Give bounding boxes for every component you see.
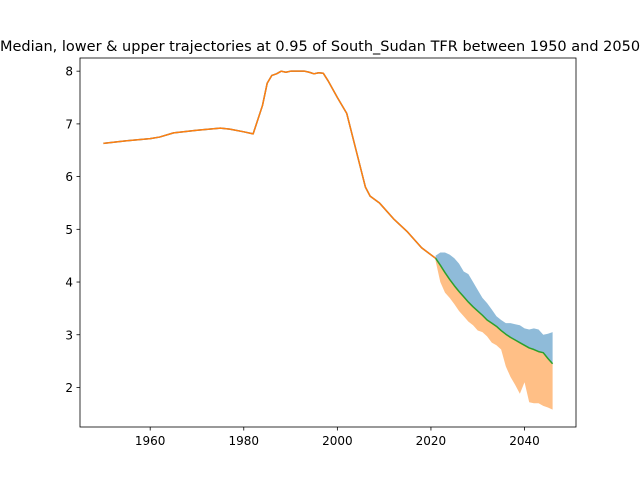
lower-trajectory-band — [435, 258, 553, 410]
x-tick-label: 1960 — [135, 434, 166, 448]
y-tick-label: 3 — [65, 328, 73, 342]
upper-trajectory-band — [435, 252, 553, 364]
median-projection-line — [435, 257, 554, 365]
y-tick-label: 8 — [65, 65, 73, 79]
x-tick-label: 2040 — [509, 434, 540, 448]
axes: 1960 1980 2000 2020 2040 2 3 4 5 6 7 8 — [65, 57, 577, 448]
y-tick-label: 6 — [65, 170, 73, 184]
x-tick-label: 1980 — [229, 434, 260, 448]
y-tick-label: 4 — [65, 276, 73, 290]
chart-title: Median, lower & upper trajectories at 0.… — [0, 39, 640, 55]
plot-area — [103, 70, 554, 410]
y-tick-label: 2 — [65, 381, 73, 395]
historical-series-orange — [103, 70, 437, 259]
x-tick-label: 2000 — [322, 434, 353, 448]
axes-frame — [79, 57, 577, 428]
y-tick-label: 7 — [65, 117, 73, 131]
y-tick-label: 5 — [65, 223, 73, 237]
x-tick-label: 2020 — [416, 434, 447, 448]
